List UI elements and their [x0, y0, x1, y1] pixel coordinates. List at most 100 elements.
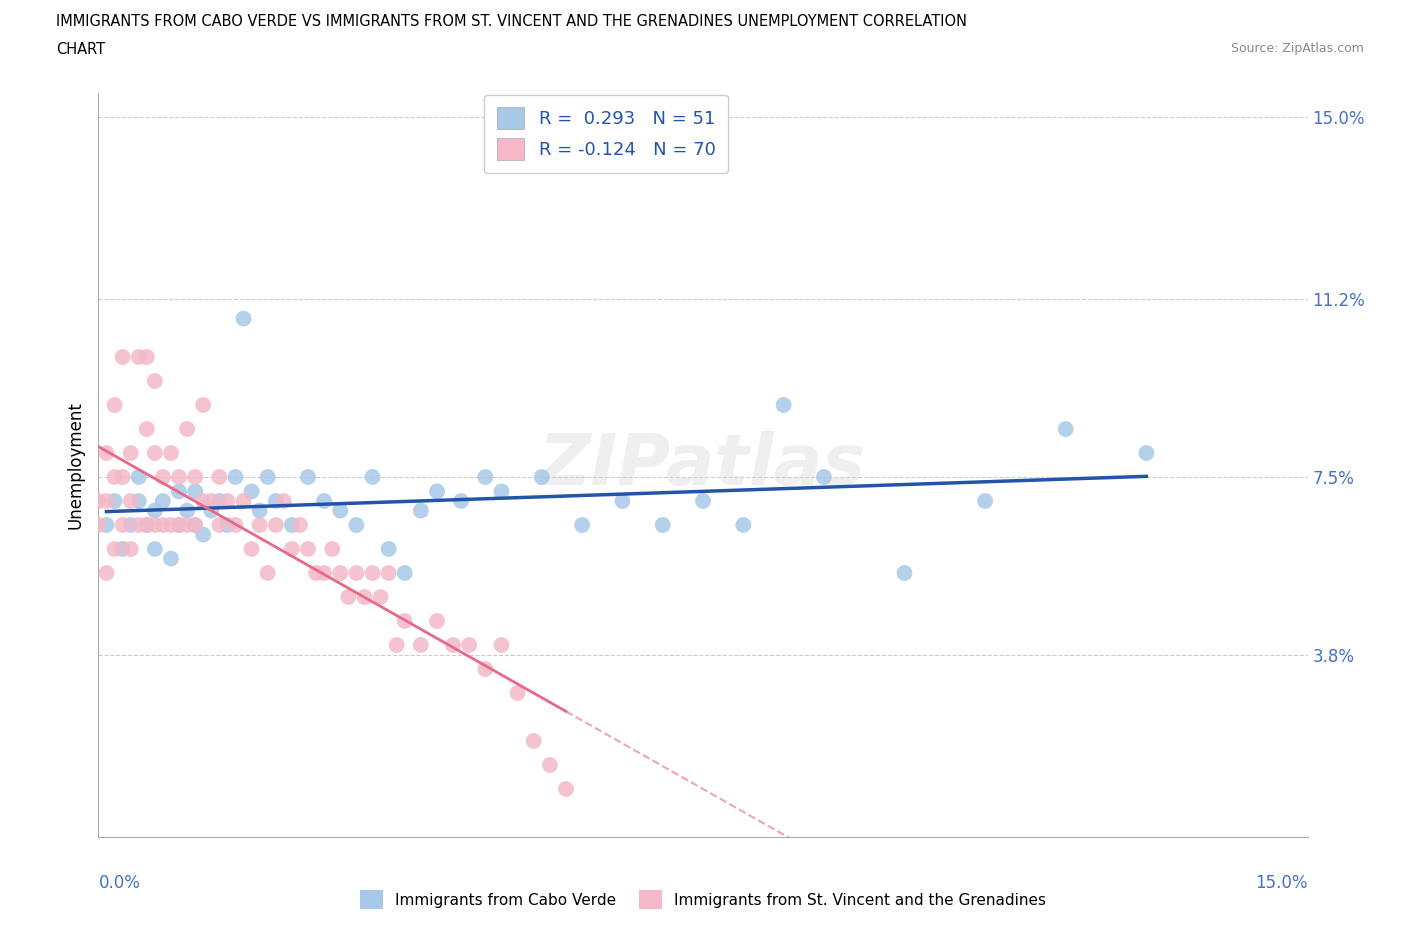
Point: [208, 518, 231, 533]
Point: [87, 518, 110, 533]
Point: [96, 494, 118, 509]
Point: [305, 565, 328, 580]
Point: [1054, 421, 1077, 436]
Point: [361, 565, 384, 580]
Text: 0.0%: 0.0%: [98, 874, 141, 892]
Point: [974, 494, 997, 509]
Point: [394, 614, 416, 629]
Point: [167, 518, 190, 533]
Point: [612, 494, 634, 509]
Point: [135, 421, 157, 436]
Text: Source: ZipAtlas.com: Source: ZipAtlas.com: [1230, 42, 1364, 55]
Point: [184, 518, 207, 533]
Point: [120, 494, 142, 509]
Point: [523, 734, 546, 749]
Point: [176, 518, 198, 533]
Point: [474, 470, 496, 485]
Point: [143, 518, 166, 533]
Point: [160, 551, 183, 566]
Point: [240, 541, 263, 556]
Point: [193, 494, 215, 509]
Point: [184, 470, 207, 485]
Point: [208, 494, 231, 509]
Point: [772, 397, 794, 412]
Point: [506, 685, 529, 700]
Point: [344, 518, 367, 533]
Point: [353, 590, 375, 604]
Point: [135, 350, 157, 365]
Point: [217, 494, 239, 509]
Point: [426, 614, 449, 629]
Point: [264, 518, 287, 533]
Text: CHART: CHART: [56, 42, 105, 57]
Point: [224, 518, 246, 533]
Text: 15.0%: 15.0%: [1256, 874, 1308, 892]
Point: [385, 638, 408, 653]
Point: [249, 503, 271, 518]
Point: [128, 470, 150, 485]
Point: [208, 470, 231, 485]
Point: [143, 541, 166, 556]
Point: [297, 541, 319, 556]
Point: [1135, 445, 1157, 460]
Point: [96, 518, 118, 533]
Point: [361, 470, 384, 485]
Point: [87, 494, 110, 509]
Point: [111, 518, 134, 533]
Point: [167, 484, 190, 498]
Point: [135, 518, 157, 533]
Point: [329, 565, 352, 580]
Point: [538, 758, 561, 773]
Point: [111, 541, 134, 556]
Point: [143, 374, 166, 389]
Point: [409, 638, 432, 653]
Point: [111, 470, 134, 485]
Legend: R =  0.293   N = 51, R = -0.124   N = 70: R = 0.293 N = 51, R = -0.124 N = 70: [485, 95, 728, 173]
Point: [152, 518, 174, 533]
Point: [103, 397, 125, 412]
Point: [103, 541, 125, 556]
Point: [128, 350, 150, 365]
Point: [176, 421, 198, 436]
Point: [111, 350, 134, 365]
Point: [733, 518, 755, 533]
Point: [441, 638, 464, 653]
Point: [281, 518, 304, 533]
Point: [273, 494, 295, 509]
Point: [143, 503, 166, 518]
Point: [377, 565, 399, 580]
Point: [200, 494, 222, 509]
Point: [120, 518, 142, 533]
Point: [224, 470, 246, 485]
Y-axis label: Unemployment: Unemployment: [66, 401, 84, 529]
Point: [377, 541, 399, 556]
Point: [314, 565, 336, 580]
Point: [232, 312, 254, 326]
Point: [135, 518, 157, 533]
Point: [128, 494, 150, 509]
Point: [103, 494, 125, 509]
Point: [329, 503, 352, 518]
Point: [288, 518, 311, 533]
Point: [297, 470, 319, 485]
Point: [491, 484, 513, 498]
Point: [458, 638, 481, 653]
Point: [321, 541, 343, 556]
Point: [249, 518, 271, 533]
Point: [167, 470, 190, 485]
Point: [314, 494, 336, 509]
Point: [370, 590, 392, 604]
Point: [337, 590, 360, 604]
Point: [344, 565, 367, 580]
Point: [160, 518, 183, 533]
Point: [426, 484, 449, 498]
Point: [200, 503, 222, 518]
Point: [176, 503, 198, 518]
Point: [692, 494, 714, 509]
Point: [143, 445, 166, 460]
Point: [217, 518, 239, 533]
Point: [530, 470, 553, 485]
Point: [256, 565, 278, 580]
Point: [184, 484, 207, 498]
Point: [96, 565, 118, 580]
